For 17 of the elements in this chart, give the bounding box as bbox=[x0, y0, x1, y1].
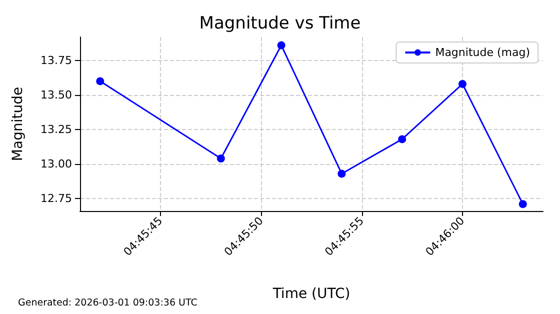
point bbox=[518, 200, 527, 208]
text: Generated: 2026-03-01 09:03:36 UTC bbox=[18, 298, 198, 308]
point bbox=[216, 154, 225, 163]
point bbox=[277, 41, 286, 50]
y-tick-label: 12.75 bbox=[40, 192, 72, 206]
y-tick-label: 13.00 bbox=[40, 158, 72, 171]
point bbox=[458, 80, 466, 88]
chart-title: Magnitude vs Time bbox=[199, 14, 361, 34]
point bbox=[96, 77, 104, 86]
y-tick-label: 13.50 bbox=[40, 88, 72, 102]
y-tick-label: 13.25 bbox=[40, 123, 72, 136]
point bbox=[398, 135, 406, 144]
point bbox=[338, 170, 346, 178]
legend-label: Magnitude (mag) bbox=[435, 46, 530, 59]
y-tick-label: 13.75 bbox=[40, 54, 72, 67]
x-axis-title: Time (UTC) bbox=[272, 286, 350, 302]
y-axis-title: Magnitude bbox=[10, 86, 26, 162]
